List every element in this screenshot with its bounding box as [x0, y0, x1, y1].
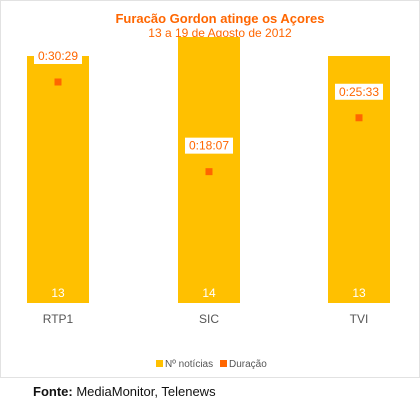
chart-container: Furacão Gordon atinge os Açores 13 a 19 … [0, 0, 420, 378]
duration-label-bg-tvi [335, 83, 383, 100]
duration-label-tvi: 0:25:33 [339, 85, 379, 99]
category-label-rtp1: RTP1 [43, 312, 74, 326]
bar-label-rtp1: 13 [51, 286, 65, 300]
category-label-sic: SIC [199, 312, 219, 326]
bar-rtp1 [27, 56, 89, 303]
chart-title: Furacão Gordon atinge os Açores [115, 11, 324, 26]
duration-point-sic [205, 168, 213, 176]
chart-subtitle: 13 a 19 de Agosto de 2012 [148, 26, 292, 40]
duration-label-bg-rtp1 [34, 47, 82, 64]
legend-label-bar: Nº notícias [165, 359, 213, 370]
duration-point-tvi [355, 114, 363, 122]
duration-label-rtp1: 0:30:29 [38, 49, 78, 63]
source-label: Fonte: [33, 384, 73, 399]
duration-point-rtp1 [54, 78, 62, 86]
category-label-tvi: TVI [350, 312, 369, 326]
bar-label-tvi: 13 [352, 286, 366, 300]
duration-label-sic: 0:18:07 [189, 139, 229, 153]
legend-swatch-point [220, 360, 227, 367]
chart-marks: 13 RTP1 0:30:29 14 SIC 0:18:07 13 TVI 0:25:33 [27, 37, 390, 326]
source-text: MediaMonitor, Telenews [76, 384, 216, 399]
legend-swatch-bar [156, 360, 163, 367]
legend: Nº notícias Duração [156, 359, 267, 370]
source-note: Fonte: MediaMonitor, Telenews [33, 384, 216, 399]
legend-label-point: Duração [229, 359, 267, 370]
chart: Furacão Gordon atinge os Açores 13 a 19 … [27, 11, 390, 370]
duration-label-bg-sic [185, 137, 233, 154]
bar-label-sic: 14 [202, 286, 216, 300]
